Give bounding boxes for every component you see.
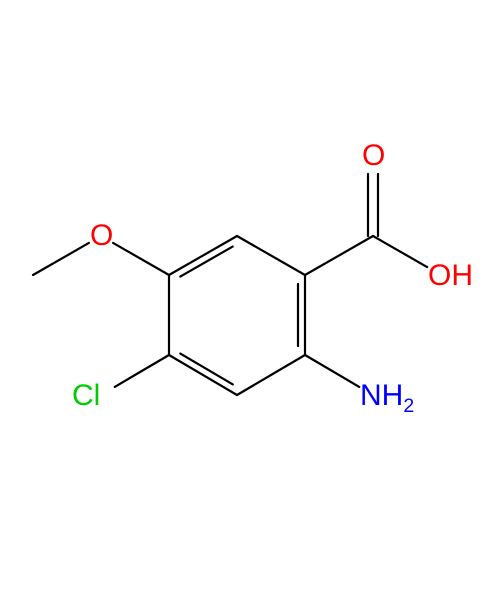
atom-label-cl11: Cl [72, 381, 100, 411]
molecule-canvas: O OH NH2 Cl O [0, 0, 500, 600]
atom-label-n10: NH2 [360, 381, 414, 411]
atom-label-o9: OH [428, 261, 473, 291]
atom-label-o12: O [90, 221, 113, 251]
bond-layer [0, 0, 500, 600]
atom-label-o8: O [362, 141, 385, 171]
